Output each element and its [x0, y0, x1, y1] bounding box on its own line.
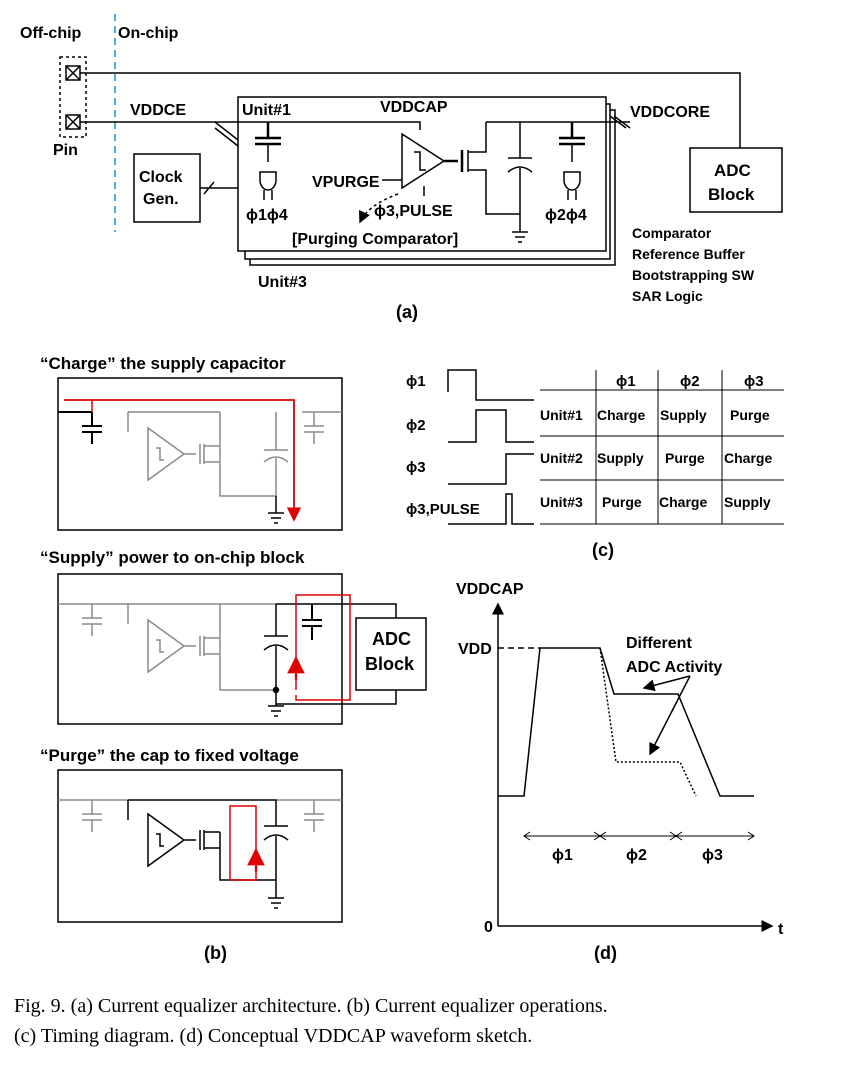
purging-comparator-label: [Purging Comparator]: [292, 231, 458, 248]
phase-phi1: ϕ1: [552, 847, 573, 864]
phi2phi4-label: ϕ2ϕ4: [545, 207, 587, 224]
annotation-line1: Different: [626, 635, 692, 652]
adc-block-a: [689, 147, 783, 213]
adc-content-1: Reference Buffer: [632, 246, 745, 262]
adc-content-0: Comparator: [632, 225, 712, 241]
supply-subpanel: [57, 573, 343, 725]
adc-b-line2: Block: [365, 654, 415, 674]
clock-gen-line1: Clock: [139, 169, 183, 186]
panel-b: [57, 377, 427, 923]
phase-phi3: ϕ3: [702, 847, 723, 864]
purge-subpanel: [57, 769, 343, 923]
unit1-label: Unit#1: [242, 102, 291, 119]
cell-r1-c2: Purge: [665, 450, 705, 466]
cell-r1-c3: Charge: [724, 450, 772, 466]
adc-block-b: [355, 617, 427, 691]
cell-r2-c0: Unit#3: [540, 494, 583, 510]
purging-comparator-icon: [401, 132, 446, 190]
panel-d: [492, 602, 774, 932]
signal-phi2: ϕ2: [406, 417, 426, 434]
adc-content-2: Bootstrapping SW: [632, 267, 755, 283]
signal-phi3: ϕ3: [406, 459, 426, 476]
phi3pulse-wave: [448, 493, 534, 525]
clock-gen-line2: Gen.: [143, 191, 179, 208]
vdd-label: VDD: [458, 641, 492, 658]
vddcap-curve-dotted: [599, 647, 697, 797]
phi1phi4-label: ϕ1ϕ4: [246, 207, 288, 224]
cell-r0-c0: Unit#1: [540, 407, 583, 423]
clock-gen-block: [133, 153, 201, 223]
y-axis-label: VDDCAP: [456, 581, 524, 598]
table-header-phi2: ϕ2: [680, 373, 700, 390]
vddcore-pin-wire: [80, 72, 741, 148]
phi3-wave: [448, 453, 534, 485]
adc-a-line1: ADC: [714, 161, 751, 180]
unit3-label: Unit#3: [258, 274, 307, 291]
cell-r2-c2: Charge: [659, 494, 707, 510]
zero-label: 0: [484, 919, 493, 936]
pin-group: [59, 56, 87, 138]
charge-subpanel: [57, 377, 343, 531]
adc-b-line1: ADC: [372, 629, 411, 649]
cell-r2-c1: Purge: [602, 494, 642, 510]
table-header-phi3: ϕ3: [744, 373, 764, 390]
panel-a: [59, 14, 783, 266]
vddcap-curve-solid: [498, 647, 754, 797]
purge-title: “Purge” the cap to fixed voltage: [40, 746, 299, 765]
cell-r0-c3: Purge: [730, 407, 770, 423]
caption-line1: Fig. 9. (a) Current equalizer architectu…: [14, 995, 608, 1017]
vddce-label: VDDCE: [130, 102, 186, 119]
caption-line2: (c) Timing diagram. (d) Conceptual VDDCA…: [14, 1025, 532, 1047]
vpurge-label: VPURGE: [312, 174, 380, 191]
pin-label: Pin: [53, 142, 78, 159]
off-chip-label: Off-chip: [20, 25, 82, 42]
panel-c: [447, 369, 784, 525]
on-chip-label: On-chip: [118, 25, 179, 42]
supply-title: “Supply” power to on-chip block: [40, 548, 305, 567]
cell-r2-c3: Supply: [724, 494, 771, 510]
panel-b-label: (b): [204, 943, 227, 963]
panel-c-label: (c): [592, 540, 614, 560]
cell-r1-c1: Supply: [597, 450, 644, 466]
x-axis-label: t: [778, 921, 784, 938]
signal-phi1: ϕ1: [406, 373, 426, 390]
table-header-phi1: ϕ1: [616, 373, 636, 390]
panel-d-label: (d): [594, 943, 617, 963]
cell-r0-c2: Supply: [660, 407, 707, 423]
vddcore-label: VDDCORE: [630, 104, 710, 121]
phi1-wave: [447, 369, 534, 401]
vddcap-label: VDDCAP: [380, 99, 448, 116]
charge-title: “Charge” the supply capacitor: [40, 354, 286, 373]
phi2-wave: [448, 409, 534, 443]
cell-r1-c0: Unit#2: [540, 450, 583, 466]
panel-a-label: (a): [396, 302, 418, 322]
phi3pulse-label: ϕ3,PULSE: [374, 203, 453, 220]
annotation-line2: ADC Activity: [626, 659, 722, 676]
adc-content-3: SAR Logic: [632, 288, 703, 304]
signal-phi3pulse: ϕ3,PULSE: [406, 501, 480, 518]
phase-phi2: ϕ2: [626, 847, 647, 864]
adc-a-line2: Block: [708, 185, 755, 204]
cell-r0-c1: Charge: [597, 407, 645, 423]
